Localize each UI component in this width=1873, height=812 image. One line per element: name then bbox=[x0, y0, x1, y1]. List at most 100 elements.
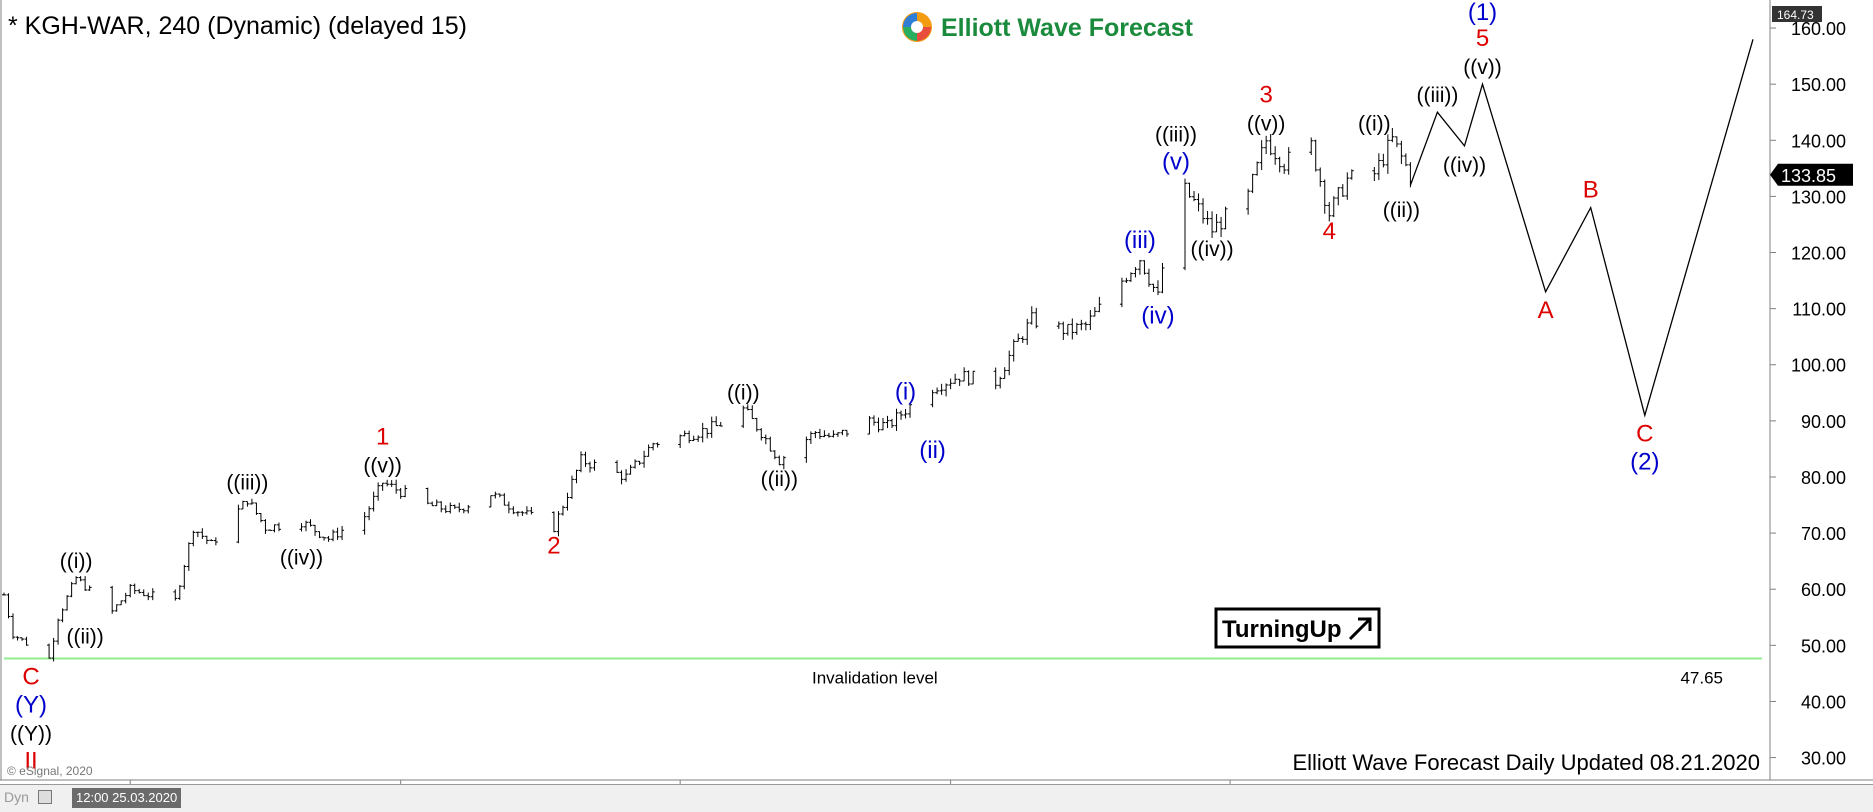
price-bar bbox=[998, 376, 1003, 389]
price-bar bbox=[867, 416, 872, 435]
price-bar bbox=[1034, 307, 1039, 329]
wave-label: A bbox=[1538, 297, 1554, 324]
price-bar bbox=[340, 525, 345, 541]
price-bar bbox=[1097, 296, 1102, 313]
price-bar bbox=[890, 418, 895, 429]
wave-label: C bbox=[22, 664, 39, 691]
price-bar bbox=[182, 564, 187, 590]
price-bar bbox=[1322, 179, 1327, 214]
price-bar bbox=[20, 637, 25, 641]
price-bar bbox=[556, 511, 561, 537]
wave-label: (iii) bbox=[1124, 227, 1156, 254]
price-bar bbox=[520, 511, 525, 516]
price-bar bbox=[308, 519, 313, 527]
price-bars bbox=[2, 128, 1413, 662]
price-bar bbox=[642, 450, 647, 468]
price-bar bbox=[894, 408, 899, 431]
price-bar bbox=[1074, 322, 1079, 335]
price-bar bbox=[74, 576, 79, 585]
price-bar bbox=[128, 584, 133, 598]
price-bar bbox=[903, 408, 908, 419]
price-bar bbox=[209, 539, 214, 542]
price-bar bbox=[240, 500, 245, 510]
wave-label: ((i)) bbox=[1358, 112, 1391, 135]
price-bar bbox=[682, 430, 687, 437]
price-bar bbox=[908, 402, 913, 418]
price-bar bbox=[47, 643, 52, 659]
price-bar bbox=[524, 506, 529, 515]
wave-label: ((iv)) bbox=[280, 547, 323, 570]
badge-text: TurningUp bbox=[1222, 616, 1342, 643]
price-bar bbox=[385, 479, 390, 487]
price-bar bbox=[506, 501, 511, 514]
price-bar bbox=[899, 410, 904, 420]
axis-max-tag-box bbox=[1772, 6, 1822, 22]
price-bar bbox=[1160, 262, 1165, 294]
price-bar bbox=[768, 436, 773, 452]
price-bar bbox=[236, 504, 241, 544]
price-bar bbox=[177, 584, 182, 600]
price-bar bbox=[615, 460, 620, 473]
turning-up-badge: TurningUp bbox=[1214, 607, 1381, 649]
price-bar bbox=[1155, 280, 1160, 296]
price-bar bbox=[51, 637, 56, 662]
price-bar bbox=[529, 506, 534, 515]
price-bar bbox=[200, 528, 205, 540]
price-bar bbox=[705, 428, 710, 439]
price-bar bbox=[691, 435, 696, 442]
price-bar bbox=[569, 475, 574, 499]
price-bar bbox=[741, 405, 746, 428]
price-bar bbox=[777, 455, 782, 466]
price-bar bbox=[511, 506, 516, 515]
price-bar bbox=[132, 583, 137, 595]
price-bar bbox=[1007, 350, 1012, 376]
price-bar bbox=[1349, 169, 1354, 180]
price-bar bbox=[1376, 153, 1381, 181]
price-bar bbox=[1223, 206, 1228, 230]
price-bar bbox=[948, 378, 953, 390]
price-bar bbox=[78, 576, 83, 582]
price-bar bbox=[1201, 198, 1206, 224]
price-axis[interactable]: 30.00 40.00 50.00 60.00 70.00 80.00 90.00 100.0… bbox=[1770, 6, 1846, 769]
y-tick-label: 130.00 bbox=[1791, 187, 1846, 207]
y-tick-label: 40.00 bbox=[1801, 692, 1846, 712]
price-bar bbox=[1390, 128, 1395, 143]
price-bar bbox=[434, 499, 439, 507]
price-bar bbox=[146, 592, 151, 601]
price-bar bbox=[1268, 133, 1273, 156]
price-bar bbox=[403, 485, 408, 498]
axis-max-label: 164.73 bbox=[1777, 8, 1814, 22]
price-bar bbox=[592, 459, 597, 471]
price-bar bbox=[186, 542, 191, 571]
price-bar bbox=[267, 529, 272, 531]
price-bar bbox=[700, 422, 705, 443]
price-bar bbox=[254, 502, 259, 515]
price-bar bbox=[304, 520, 309, 532]
price-bar bbox=[1336, 187, 1341, 206]
wave-label: (2) bbox=[1630, 448, 1659, 475]
y-tick-label: 110.00 bbox=[1792, 300, 1846, 320]
price-bar bbox=[398, 488, 403, 499]
price-bar bbox=[276, 522, 281, 532]
price-bar bbox=[326, 536, 331, 542]
price-bar bbox=[637, 460, 642, 466]
price-bar bbox=[448, 502, 453, 514]
wave-label: ((v)) bbox=[1463, 56, 1501, 79]
wave-label: II bbox=[24, 748, 37, 775]
wave-label: ((Y)) bbox=[10, 723, 52, 746]
price-bar bbox=[1205, 210, 1210, 225]
price-bar bbox=[565, 492, 570, 511]
price-bar bbox=[745, 404, 750, 411]
window-icon[interactable] bbox=[38, 790, 52, 804]
wave-label: 3 bbox=[1259, 81, 1272, 108]
price-bar bbox=[24, 636, 29, 646]
wave-label: (i) bbox=[895, 379, 916, 406]
projection-line bbox=[1409, 39, 1754, 418]
price-bar bbox=[263, 519, 268, 534]
price-bar bbox=[137, 588, 142, 594]
price-bar bbox=[1151, 283, 1156, 293]
time-axis[interactable]: AprMaiJunJulAug bbox=[117, 780, 1245, 784]
price-bar bbox=[881, 417, 885, 431]
price-bar bbox=[322, 536, 327, 541]
price-bar bbox=[204, 535, 209, 545]
